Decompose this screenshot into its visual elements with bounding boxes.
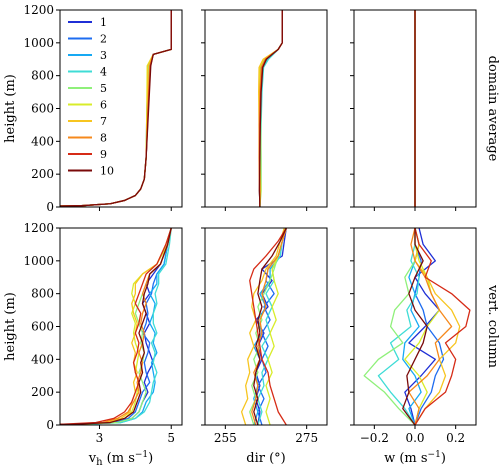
series-line-7-e xyxy=(240,228,285,425)
series-line-4-b xyxy=(259,10,283,207)
series-line-9-b xyxy=(258,10,283,207)
series-line-3-b xyxy=(259,10,283,207)
legend: 1 2 3 4 5 6 7 8 9 10 xyxy=(68,16,114,178)
series-line-10-b xyxy=(258,10,283,207)
series-line-9-d xyxy=(60,228,172,425)
panel-frame-f xyxy=(353,227,477,426)
y-tick-label: 800 xyxy=(31,69,54,83)
x-tick-label: 0.2 xyxy=(446,431,465,445)
x-tick-label: 275 xyxy=(295,431,318,445)
legend-label-1: 1 xyxy=(100,16,107,29)
series-line-8-d xyxy=(60,228,172,425)
series-line-8-b xyxy=(258,10,283,207)
series-line-4-f xyxy=(377,228,420,425)
series-line-8-e xyxy=(251,228,287,425)
legend-label-10: 10 xyxy=(100,165,114,178)
y-tick-label: 1000 xyxy=(23,254,54,268)
legend-label-8: 8 xyxy=(100,132,107,145)
row-label-domain-average: domain average xyxy=(485,56,500,162)
x-axis-label-vh: vh (m s−1) xyxy=(88,450,154,468)
y-tick-label: 1200 xyxy=(23,221,54,235)
panel-a: 0 200 400 600 800 1000 1200 xyxy=(23,3,183,214)
y-tick-label: 1200 xyxy=(23,3,54,17)
series-line-4-d xyxy=(60,228,172,425)
legend-label-5: 5 xyxy=(100,82,107,95)
series-line-10-d xyxy=(60,228,172,425)
y-tick-label: 600 xyxy=(31,320,54,334)
y-tick-label: 400 xyxy=(31,352,54,366)
series-line-9-f xyxy=(414,228,471,425)
series-line-5-b xyxy=(259,10,283,207)
x-tick-label: 255 xyxy=(214,431,237,445)
y-tick-label: 1000 xyxy=(23,36,54,50)
panel-d: 0 200 400 600 800 1000 1200 3 5 xyxy=(23,221,183,445)
series-line-10-a xyxy=(60,10,172,207)
panel-frame-a xyxy=(59,9,183,208)
row-label-vert-column: vert. column xyxy=(485,284,500,369)
y-tick-label: 0 xyxy=(46,200,54,214)
x-axis-label-w: w (m s−1) xyxy=(384,450,446,466)
x-tick-label: 5 xyxy=(167,431,175,445)
x-axis-label-dir: dir (°) xyxy=(246,451,285,466)
series-line-6-e xyxy=(265,228,287,425)
panel-frame-d xyxy=(59,227,183,426)
panel-f: −0.2 0.0 0.2 xyxy=(350,227,477,445)
series-line-1-b xyxy=(258,10,283,207)
series-line-6-b xyxy=(258,10,283,207)
series-line-9-e xyxy=(249,228,287,425)
legend-label-7: 7 xyxy=(100,115,107,128)
legend-label-6: 6 xyxy=(100,99,107,112)
series-line-10-f xyxy=(402,228,428,425)
panel-frame-b xyxy=(204,9,328,208)
y-tick-label: 400 xyxy=(31,134,54,148)
series-line-7-b xyxy=(258,10,283,207)
legend-label-3: 3 xyxy=(100,49,107,62)
y-tick-label: 600 xyxy=(31,102,54,116)
y-axis-label: height (m) xyxy=(3,292,18,361)
series-line-2-b xyxy=(258,10,283,207)
y-axis-label: height (m) xyxy=(3,74,18,143)
x-tick-label: −0.2 xyxy=(360,431,389,445)
x-tick-label: 3 xyxy=(96,431,104,445)
series-line-2-d xyxy=(60,228,172,425)
series-line-1-f xyxy=(404,228,441,425)
series-line-7-d xyxy=(60,228,172,425)
legend-label-2: 2 xyxy=(100,33,107,46)
x-tick-label: 0.0 xyxy=(405,431,424,445)
y-tick-label: 800 xyxy=(31,287,54,301)
y-tick-label: 200 xyxy=(31,167,54,181)
series-line-10-e xyxy=(253,228,287,425)
y-tick-label: 0 xyxy=(46,418,54,432)
panel-c xyxy=(350,9,477,211)
panel-e: 255 275 xyxy=(201,227,328,445)
legend-label-4: 4 xyxy=(100,66,107,79)
panel-b xyxy=(201,9,328,211)
legend-label-9: 9 xyxy=(100,148,107,161)
y-tick-label: 200 xyxy=(31,385,54,399)
